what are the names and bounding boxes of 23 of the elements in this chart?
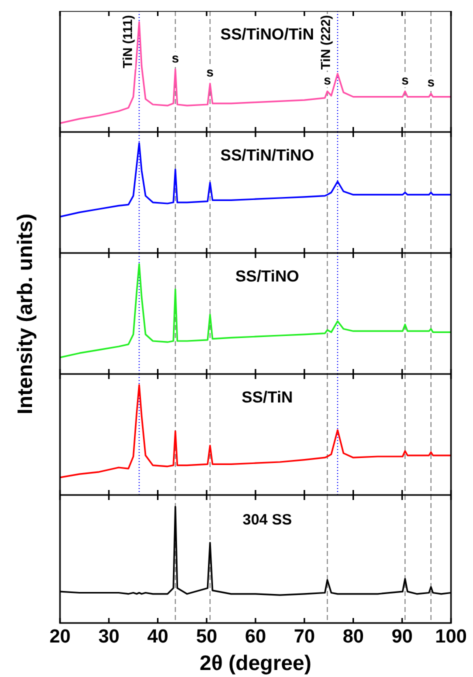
x-tick-label: 80 bbox=[342, 626, 364, 648]
y-axis-title: Intensity (arb. units) bbox=[14, 213, 38, 414]
annotation: s bbox=[206, 64, 214, 80]
chart-title: 304 SS bbox=[242, 512, 292, 529]
chart-title: SS/TiNO/TiN bbox=[220, 26, 314, 44]
chart-title: SS/TiN/TiNO bbox=[220, 148, 314, 165]
x-axis-title: 2θ (degree) bbox=[200, 652, 312, 676]
annotation: s bbox=[324, 72, 331, 88]
annotation: s bbox=[172, 50, 179, 66]
annotation: TiN (111) bbox=[120, 14, 135, 68]
x-tick-label: 40 bbox=[147, 626, 168, 648]
chart-title: SS/TiNO bbox=[235, 268, 300, 286]
x-tick-label: 90 bbox=[392, 626, 413, 648]
chart-title: SS/TiN bbox=[242, 390, 293, 407]
annotation: TiN (222) bbox=[318, 14, 334, 70]
x-tick-label: 100 bbox=[435, 626, 467, 648]
x-tick-label: 60 bbox=[244, 626, 266, 648]
x-tick-label: 50 bbox=[196, 626, 218, 648]
x-tick-label: 20 bbox=[49, 626, 71, 648]
annotation: s bbox=[427, 74, 435, 90]
annotation: s bbox=[401, 72, 409, 88]
x-tick-label: 30 bbox=[98, 626, 120, 648]
x-tick-label: 70 bbox=[294, 626, 315, 648]
